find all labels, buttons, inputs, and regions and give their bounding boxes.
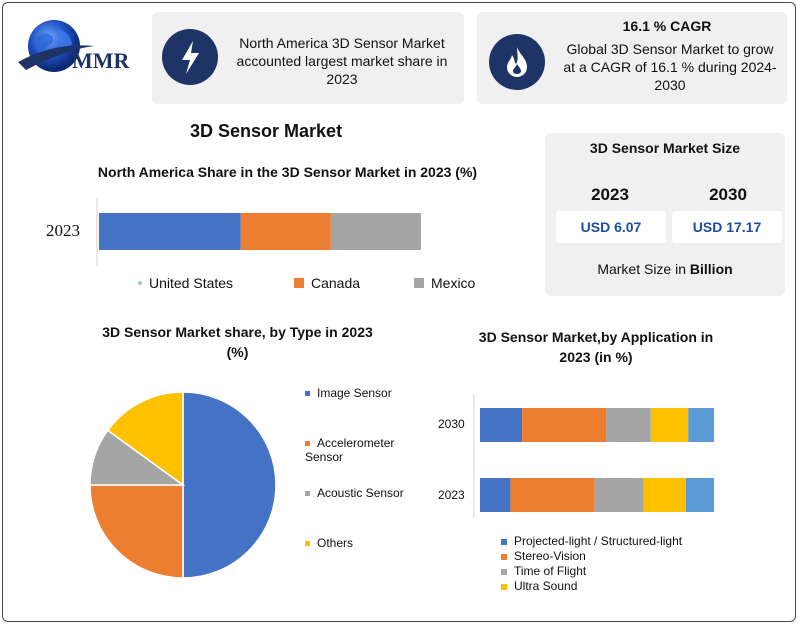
legend-swatch-ultrasound <box>501 583 507 590</box>
application-chart-title: 3D Sensor Market,by Application in 2023 … <box>478 329 714 365</box>
market-size-year-2030: 2030 <box>709 185 747 204</box>
logo-text: MMR <box>72 48 130 73</box>
market-size-value-2023: USD 6.07 <box>556 211 666 243</box>
legend-swatch-tof <box>501 568 507 575</box>
legend-label-ultrasound: Ultra Sound <box>514 579 578 593</box>
app-bar-2023-segment-4 <box>685 478 714 512</box>
legend-label-tof: Time of Flight <box>514 564 587 578</box>
type-pie-chart-title: 3D Sensor Market share, by Type in 2023 … <box>102 324 373 360</box>
na-share-category-label: 2023 <box>46 221 80 240</box>
market-size-footer-prefix: Market Size in <box>597 261 690 277</box>
highlight-card-share: North America 3D Sensor Market accounted… <box>152 12 464 104</box>
legend-label-stereo: Stereo-Vision <box>514 549 586 563</box>
app-bar-2030-segment-2 <box>606 408 651 442</box>
market-size-footer: Market Size in Billion <box>545 261 785 277</box>
na-legend-canada: Canada <box>294 275 360 291</box>
na-legend-us: United States <box>138 275 233 291</box>
na-legend-mexico: Mexico <box>414 275 475 291</box>
app-legend-stereo: Stereo-Vision <box>501 549 586 563</box>
legend-swatch-acoustic <box>305 491 310 497</box>
application-chart <box>473 394 714 518</box>
flame-icon <box>489 34 545 90</box>
legend-swatch-accelerometer <box>305 441 310 447</box>
market-size-footer-unit: Billion <box>689 261 733 277</box>
pie-legend-acoustic: Acoustic Sensor <box>305 486 404 500</box>
pie-slice-0 <box>182 391 277 579</box>
globe-icon <box>18 20 94 72</box>
legend-label-projected: Projected-light / Structured-light <box>514 534 683 548</box>
main-title: 3D Sensor Market <box>190 121 343 141</box>
legend-label-image: Image Sensor <box>317 386 392 400</box>
na-bar-segment-2 <box>330 213 421 250</box>
lightning-icon <box>162 29 218 85</box>
highlight-share-text: North America 3D Sensor Market accounted… <box>236 35 448 87</box>
app-bar-2030-segment-1 <box>522 408 607 442</box>
pie-legend-image-sensor: Image Sensor <box>305 386 392 400</box>
legend-label-mexico: Mexico <box>431 275 476 291</box>
legend-swatch-canada <box>294 278 304 288</box>
type-pie-chart <box>89 391 277 579</box>
legend-label-acoustic: Acoustic Sensor <box>317 486 404 500</box>
app-bar-2023-segment-2 <box>594 478 644 512</box>
legend-swatch-stereo <box>501 553 507 560</box>
pie-legend-accelerometer: Accelerometer Sensor <box>305 436 415 464</box>
app-legend-ultrasound: Ultra Sound <box>501 579 577 593</box>
market-size-card: 3D Sensor Market Size 2023 2030 USD 6.07… <box>545 133 785 296</box>
app-bar-2030-segment-4 <box>688 408 714 442</box>
app-bar-2023-segment-3 <box>643 478 686 512</box>
market-size-value-2030: USD 17.17 <box>672 211 782 243</box>
legend-label-others: Others <box>317 536 354 550</box>
legend-swatch-image <box>305 391 310 397</box>
pie-legend-others: Others <box>305 536 353 550</box>
cagr-text: Global 3D Sensor Market to grow at a CAG… <box>563 41 777 93</box>
app-bar-2023-segment-1 <box>510 478 595 512</box>
market-size-year-2023: 2023 <box>591 185 629 204</box>
legend-label-canada: Canada <box>311 275 361 291</box>
na-share-chart <box>96 198 421 266</box>
na-bar-segment-0 <box>99 213 241 250</box>
highlight-card-cagr: 16.1 % CAGR Global 3D Sensor Market to g… <box>477 12 787 104</box>
na-share-chart-title: North America Share in the 3D Sensor Mar… <box>97 164 478 180</box>
na-bar-segment-1 <box>240 213 331 250</box>
application-category-2023: 2023 <box>438 488 465 502</box>
app-legend-projected: Projected-light / Structured-light <box>501 534 682 548</box>
app-bar-2023-segment-0 <box>480 478 511 512</box>
legend-swatch-mexico <box>414 278 424 288</box>
cagr-title: 16.1 % CAGR <box>622 18 712 34</box>
app-bar-2030-segment-3 <box>650 408 689 442</box>
legend-swatch-others <box>305 541 310 547</box>
mmr-logo: MMR <box>14 12 144 82</box>
market-size-title: 3D Sensor Market Size <box>589 140 741 156</box>
pie-slice-1 <box>89 484 184 579</box>
legend-swatch-us <box>138 281 142 285</box>
legend-label-accelerometer: Accelerometer Sensor <box>305 436 395 464</box>
app-legend-tof: Time of Flight <box>501 564 586 578</box>
application-category-2030: 2030 <box>438 417 465 431</box>
legend-swatch-projected <box>501 538 507 545</box>
legend-label-us: United States <box>149 275 234 291</box>
pie-slice-3 <box>106 391 184 487</box>
app-bar-2030-segment-0 <box>480 408 523 442</box>
